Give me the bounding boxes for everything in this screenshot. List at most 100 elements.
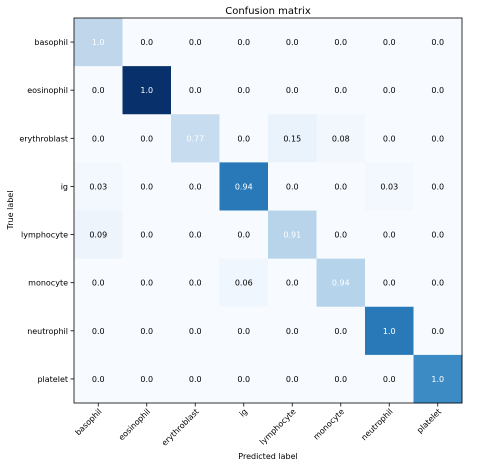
cell-value-label: 0.0 xyxy=(140,327,153,336)
cell-value-label: 0.0 xyxy=(383,231,396,240)
matrix-cell xyxy=(74,66,123,115)
cell-value-label: 0.0 xyxy=(431,327,444,336)
matrix-cell xyxy=(365,18,414,67)
cell-value-label: 0.91 xyxy=(283,231,301,240)
matrix-cell xyxy=(122,66,172,115)
matrix-cell xyxy=(122,354,172,404)
cell-value-label: 0.0 xyxy=(334,375,347,384)
cell-value-label: 0.0 xyxy=(189,86,202,95)
chart-title: Confusion matrix xyxy=(225,6,311,17)
matrix-cell xyxy=(268,66,317,115)
x-tick-label: ig xyxy=(238,407,250,419)
y-tick-label: basophil xyxy=(34,38,68,47)
cell-value-label: 0.0 xyxy=(334,86,347,95)
y-tick-label: monocyte xyxy=(28,279,68,288)
x-axis-label: Predicted label xyxy=(238,452,297,461)
matrix-cell xyxy=(316,162,366,212)
cell-value-label: 0.0 xyxy=(237,134,250,143)
matrix-cell xyxy=(122,114,172,163)
matrix-cell xyxy=(268,114,317,163)
cell-value-label: 0.0 xyxy=(431,134,444,143)
matrix-cell xyxy=(268,210,317,260)
matrix-cell xyxy=(219,354,269,404)
x-tick-label: monocyte xyxy=(312,407,347,442)
y-tick-label: erythroblast xyxy=(19,134,68,143)
matrix-cell xyxy=(365,66,414,115)
cell-value-label: 0.0 xyxy=(286,38,299,47)
cell-value-label: 0.03 xyxy=(380,182,398,191)
cell-value-label: 0.06 xyxy=(235,279,253,288)
matrix-cell xyxy=(171,354,220,404)
cell-value-label: 0.0 xyxy=(431,86,444,95)
matrix-cell xyxy=(219,210,269,260)
cell-value-label: 0.0 xyxy=(431,38,444,47)
matrix-cell xyxy=(413,306,463,356)
cell-value-label: 0.0 xyxy=(92,327,105,336)
cell-value-label: 0.0 xyxy=(431,279,444,288)
cell-value-label: 0.0 xyxy=(431,231,444,240)
cell-value-label: 0.0 xyxy=(189,279,202,288)
matrix-cell xyxy=(171,18,220,67)
matrix-cell xyxy=(122,258,172,308)
matrix-cell xyxy=(413,162,463,212)
matrix-cell xyxy=(316,258,366,308)
cell-value-label: 0.0 xyxy=(189,38,202,47)
matrix-cell xyxy=(316,114,366,163)
x-tick-label: eosinophil xyxy=(117,407,152,442)
cell-value-label: 0.0 xyxy=(140,375,153,384)
x-tick-label: platelet xyxy=(415,407,443,435)
cell-value-label: 0.09 xyxy=(89,231,107,240)
matrix-cell xyxy=(122,210,172,260)
cell-value-label: 0.0 xyxy=(140,279,153,288)
cell-value-label: 0.94 xyxy=(235,182,253,191)
cell-value-label: 1.0 xyxy=(431,375,444,384)
matrix-cell xyxy=(268,162,317,212)
cell-value-label: 0.77 xyxy=(186,134,204,143)
cell-value-label: 0.0 xyxy=(92,86,105,95)
matrix-cell xyxy=(413,18,463,67)
matrix-cell xyxy=(268,18,317,67)
matrix-cell xyxy=(74,162,123,212)
x-tick-label: erythroblast xyxy=(160,407,201,448)
cell-value-label: 0.03 xyxy=(89,182,107,191)
matrix-cell xyxy=(171,210,220,260)
cell-value-label: 0.0 xyxy=(189,182,202,191)
cell-value-label: 0.0 xyxy=(383,86,396,95)
cell-value-label: 0.15 xyxy=(283,134,301,143)
matrix-cell xyxy=(413,258,463,308)
cell-value-label: 0.0 xyxy=(140,38,153,47)
y-axis-ticks: basophil eosinophil erythroblast ig lymphocy… xyxy=(19,38,74,384)
cell-value-label: 0.0 xyxy=(189,327,202,336)
x-tick-label: lymphocyte xyxy=(258,407,298,447)
matrix-cell xyxy=(171,258,220,308)
matrix-cells xyxy=(74,18,463,404)
matrix-cell xyxy=(316,354,366,404)
matrix-cell xyxy=(268,306,317,356)
x-tick-label: basophil xyxy=(74,407,104,437)
cell-value-label: 0.0 xyxy=(334,327,347,336)
cell-value-label: 1.0 xyxy=(92,38,105,47)
matrix-cell xyxy=(268,354,317,404)
matrix-cell xyxy=(268,258,317,308)
cell-value-label: 0.0 xyxy=(92,375,105,384)
matrix-cell xyxy=(74,354,123,404)
cell-value-label: 0.0 xyxy=(286,375,299,384)
y-tick-label: lymphocyte xyxy=(21,231,68,240)
y-tick-label: eosinophil xyxy=(27,86,68,95)
matrix-cell xyxy=(219,258,269,308)
cell-value-label: 0.0 xyxy=(140,231,153,240)
matrix-cell xyxy=(365,210,414,260)
matrix-cell xyxy=(413,66,463,115)
cell-value-label: 0.94 xyxy=(332,279,350,288)
cell-value-label: 0.0 xyxy=(140,134,153,143)
matrix-cell xyxy=(316,18,366,67)
y-tick-label: platelet xyxy=(37,375,68,384)
cell-value-label: 0.0 xyxy=(237,327,250,336)
matrix-cell xyxy=(171,162,220,212)
cell-value-label: 1.0 xyxy=(383,327,396,336)
cell-value-label: 0.0 xyxy=(334,182,347,191)
cell-value-labels: 1.0 0.0 0.0 0.0 0.0 0.0 0.0 0.0 0.0 1.0 0.0 0.0 0.0 0… xyxy=(89,38,444,384)
matrix-cell xyxy=(171,306,220,356)
cell-value-label: 0.0 xyxy=(92,279,105,288)
